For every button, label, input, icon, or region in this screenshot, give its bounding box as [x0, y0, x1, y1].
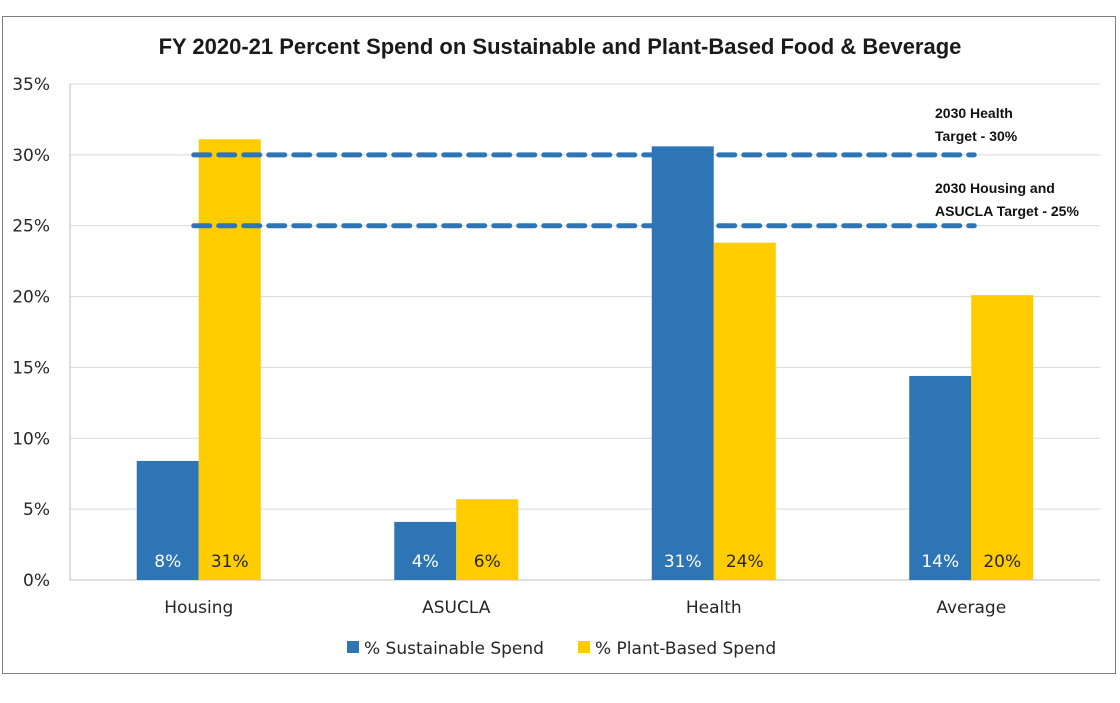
legend: % Sustainable Spend % Plant-Based Spend: [347, 639, 776, 659]
target-annotation: Target - 30%: [935, 128, 1018, 144]
target-annotation: 2030 Housing and: [935, 180, 1055, 196]
bars: 8% 31% 4% 6% 31% 24% 14% 20%: [136, 139, 1034, 581]
target-annotation: ASUCLA Target - 25%: [935, 203, 1079, 219]
category-label: Housing: [164, 598, 233, 618]
target-lines: 2030 Health Target - 30% 2030 Housing and A…: [191, 105, 1079, 229]
data-label: 6%: [474, 552, 501, 572]
data-label: 31%: [664, 552, 702, 572]
bar: [971, 295, 1034, 580]
data-label: 14%: [921, 552, 959, 572]
bar: [136, 460, 199, 580]
data-label: 24%: [726, 552, 764, 572]
chart-title: FY 2020-21 Percent Spend on Sustainable …: [159, 34, 962, 59]
legend-swatch: [578, 641, 590, 653]
category-label: Average: [936, 598, 1006, 618]
legend-label: % Plant-Based Spend: [595, 639, 776, 659]
y-tick-label: 20%: [12, 288, 50, 308]
bar: [456, 499, 519, 580]
data-label: 20%: [983, 552, 1021, 572]
legend-swatch: [347, 641, 359, 653]
data-label: 4%: [412, 552, 439, 572]
y-tick-label: 10%: [12, 429, 50, 449]
category-label: ASUCLA: [422, 598, 491, 618]
y-tick-label: 15%: [12, 358, 50, 378]
y-tick-label: 35%: [12, 75, 50, 95]
bar: [713, 242, 776, 580]
category-label: Health: [686, 598, 742, 618]
y-tick-label: 0%: [23, 571, 50, 591]
x-axis: Housing ASUCLA Health Average: [164, 598, 1006, 618]
bar: [909, 375, 972, 580]
legend-label: % Sustainable Spend: [364, 639, 544, 659]
data-label: 31%: [211, 552, 249, 572]
bar: [651, 146, 714, 580]
bar: [198, 139, 261, 581]
y-tick-label: 5%: [23, 500, 50, 520]
bar: [394, 521, 457, 580]
y-tick-label: 25%: [12, 217, 50, 237]
target-annotation: 2030 Health: [935, 105, 1013, 121]
data-label: 8%: [154, 552, 181, 572]
y-tick-label: 30%: [12, 146, 50, 166]
